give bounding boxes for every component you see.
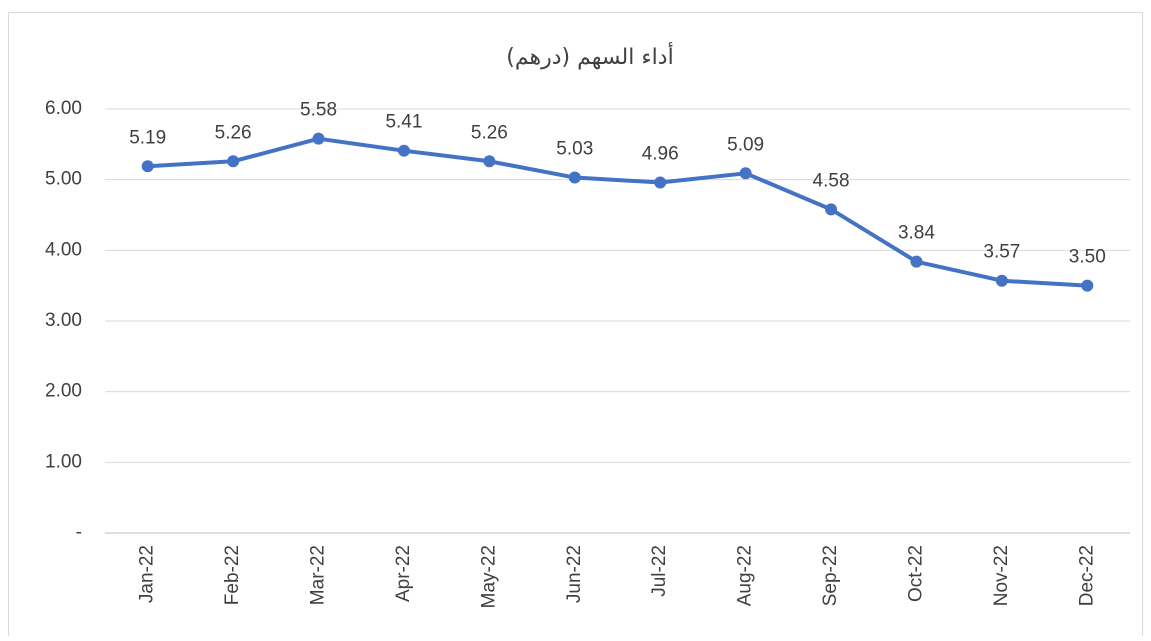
point [397,144,410,157]
point [227,155,240,168]
y-tick-label: 3.00 [45,310,82,331]
x-tick-label: Jul-22 [649,545,670,597]
y-tick-label: 5.00 [45,169,82,190]
x-tick-label: Feb-22 [222,545,243,605]
x-tick-label: Oct-22 [905,545,926,602]
chart-border [8,12,1143,641]
x-tick-label: Jun-22 [564,545,585,603]
y-tick-label: 1.00 [45,451,82,472]
x-tick-label: Nov-22 [991,545,1012,606]
x-tick-label: Sep-22 [820,545,841,606]
x-tick-label: Jan-22 [137,545,158,603]
point [483,155,496,168]
x-tick-label: Aug-22 [735,545,756,606]
data-label: 5.03 [556,139,593,160]
y-tick-label: 2.00 [45,381,82,402]
series-line [147,136,1088,288]
data-label: 5.19 [129,127,166,148]
point [739,167,752,180]
point [312,132,325,145]
x-tick-label: Mar-22 [308,545,329,605]
x-tick-label: Apr-22 [393,545,414,602]
data-label: 4.96 [642,144,679,165]
data-label: 3.84 [898,223,935,244]
point [995,274,1008,287]
point [1081,279,1094,292]
point [568,171,581,184]
point [910,255,923,268]
point [654,176,667,189]
data-label: 3.50 [1069,247,1106,268]
y-tick-label: - [76,522,82,543]
chart-title: أداء السهم (درهم) [506,42,673,70]
data-label: 3.57 [983,242,1020,263]
y-tick-label: 6.00 [45,98,82,119]
x-tick-label: Dec-22 [1076,545,1097,606]
data-label: 5.41 [385,112,422,133]
y-tick-label: 4.00 [45,239,82,260]
point [825,203,838,216]
x-tick-label: May-22 [478,545,499,608]
data-label: 5.09 [727,134,764,155]
data-label: 5.26 [215,122,252,143]
data-label: 5.58 [300,100,337,121]
data-label: 5.26 [471,122,508,143]
data-label: 4.58 [813,170,850,191]
point [141,160,154,173]
